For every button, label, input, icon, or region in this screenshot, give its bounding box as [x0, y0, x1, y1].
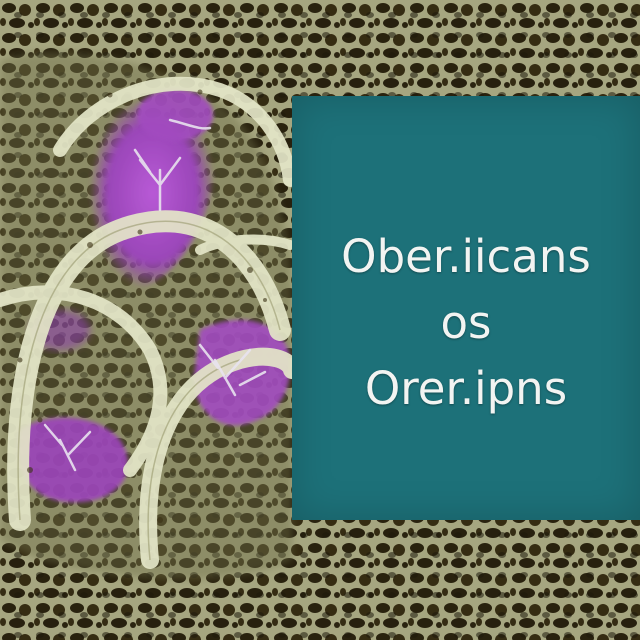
title-line-3: Orer.ipns [364, 362, 568, 415]
title-line-1: Ober.iicans [341, 230, 591, 283]
title-panel: Ober.iicans os Orer.ipns [292, 96, 640, 520]
title-text: Ober.iicans os Orer.ipns [292, 224, 640, 422]
purple-cell-cluster [18, 89, 291, 503]
title-line-2: os [440, 296, 492, 349]
